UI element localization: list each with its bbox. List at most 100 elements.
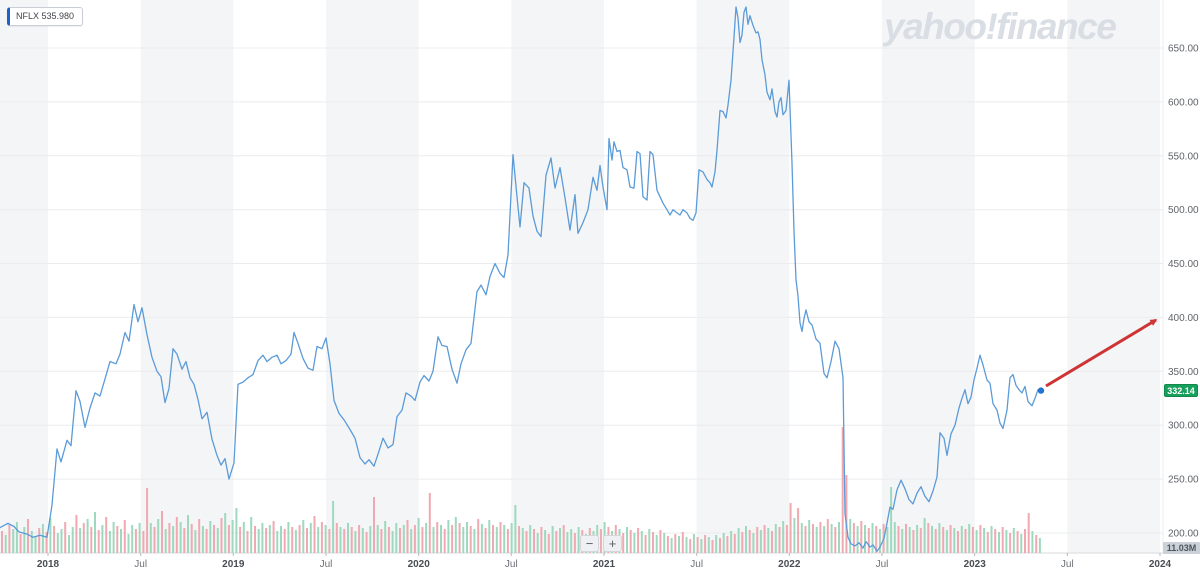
volume-bar (387, 527, 390, 553)
volume-bar (555, 531, 558, 553)
volume-bar (384, 521, 387, 553)
volume-bar (458, 523, 461, 553)
volume-bar (778, 527, 781, 553)
volume-bar (205, 529, 208, 553)
volume-bar (949, 525, 952, 553)
volume-bar (893, 522, 896, 553)
y-axis-label: 200.00 (1168, 529, 1199, 540)
volume-bar (875, 526, 878, 553)
volume-bar (730, 531, 733, 553)
volume-bar (309, 523, 312, 553)
volume-bar (927, 523, 930, 553)
volume-bar (1016, 531, 1019, 553)
volume-bar (1024, 529, 1026, 553)
volume-bar (428, 493, 431, 553)
volume-bar (782, 521, 785, 553)
x-axis-label: 2019 (222, 559, 245, 570)
volume-bar (30, 531, 33, 553)
volume-bar (242, 522, 245, 553)
volume-bar (674, 534, 677, 553)
volume-bar (733, 534, 736, 553)
volume-bar (719, 538, 721, 553)
volume-bar (905, 524, 907, 553)
volume-bar (276, 531, 279, 553)
volume-bar (343, 529, 346, 553)
volume-bar (477, 519, 480, 553)
zoom-out-button[interactable]: − (580, 535, 599, 552)
volume-bar (923, 518, 926, 553)
volume-bar (1031, 531, 1034, 553)
volume-bar (23, 527, 26, 553)
volume-bar (120, 529, 122, 553)
volume-bar (756, 527, 759, 553)
volume-bar (209, 521, 212, 553)
volume-bar (711, 540, 714, 553)
volume-bar (707, 537, 710, 553)
volume-bar (789, 503, 792, 553)
volume-bar (4, 535, 7, 553)
volume-bar (350, 527, 353, 553)
volume-bar (648, 529, 651, 553)
x-axis-label: Jul (134, 559, 147, 570)
x-axis-label: Jul (876, 559, 889, 570)
x-axis-label: 2023 (964, 559, 987, 570)
volume-bar (759, 530, 762, 553)
volume-bar (395, 523, 398, 553)
volume-bar (964, 529, 967, 553)
zoom-in-button[interactable]: + (603, 535, 622, 552)
volume-bar (354, 531, 357, 553)
volume-bar (335, 523, 338, 553)
volume-bar (577, 527, 580, 553)
volume-bar (175, 517, 178, 553)
volume-bar (71, 527, 74, 553)
volume-bar (239, 527, 242, 553)
volume-bar (678, 536, 680, 553)
volume-bar (834, 527, 837, 553)
volume-bar (860, 521, 863, 553)
volume-bar (116, 526, 119, 553)
volume-bar (551, 526, 554, 553)
volume-bar (559, 528, 561, 553)
volume-bar (168, 523, 171, 553)
volume-bar (283, 529, 286, 553)
volume-bar (399, 528, 401, 553)
volume-bar (518, 526, 521, 553)
volume-bar (547, 534, 550, 553)
volume-bar (402, 525, 405, 553)
volume-bar (741, 532, 744, 553)
volume-bar (213, 525, 215, 553)
volume-bar (521, 528, 524, 553)
volume-bar (406, 520, 409, 553)
volume-bar (871, 523, 874, 553)
volume-bar (339, 527, 342, 553)
volume-bar (172, 526, 175, 553)
volume-bar (1012, 528, 1015, 553)
volume-bar (306, 528, 308, 553)
volume-bar (198, 519, 201, 553)
volume-bar (246, 531, 249, 553)
volume-bar (34, 537, 37, 553)
volume-bar (79, 528, 82, 553)
volume-bar (901, 529, 904, 553)
volume-bar (804, 526, 807, 553)
volume-bar (771, 531, 773, 553)
volume-bar (320, 522, 323, 553)
y-axis-label: 300.00 (1168, 421, 1199, 432)
volume-bar (190, 524, 193, 553)
volume-bar (990, 526, 993, 553)
volume-bar (968, 524, 971, 553)
volume-bar (652, 532, 654, 553)
volume-bar (700, 539, 703, 553)
volume-bar (369, 526, 372, 553)
volume-bar (82, 523, 85, 553)
volume-bar (503, 525, 506, 553)
volume-bar (525, 531, 528, 553)
volume-bar (317, 527, 320, 553)
volume-bar (666, 536, 669, 553)
volume-bar (8, 525, 11, 553)
volume-bar (934, 529, 937, 553)
volume-bar (265, 528, 268, 553)
volume-bar (830, 524, 833, 553)
volume-bar (785, 525, 788, 553)
